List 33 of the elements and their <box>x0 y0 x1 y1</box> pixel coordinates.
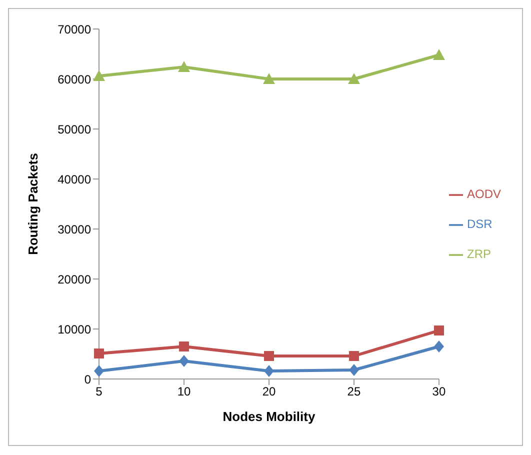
x-tick-label: 10 <box>177 384 191 399</box>
point <box>93 70 105 81</box>
y-tick-label: 50000 <box>58 122 92 136</box>
point <box>94 365 104 377</box>
y-tick-label: 20000 <box>58 272 92 286</box>
x-tick-label: 25 <box>347 384 361 399</box>
point <box>264 351 274 361</box>
point <box>434 340 444 352</box>
point <box>262 73 275 84</box>
legend-label: ZRP <box>466 247 491 261</box>
x-tick-label: 5 <box>96 384 103 399</box>
legend-label: AODV <box>466 187 501 201</box>
y-tick-label: 40000 <box>58 172 92 186</box>
y-tick-label: 70000 <box>58 22 92 36</box>
x-tick-label: 30 <box>432 384 446 399</box>
point <box>178 355 189 367</box>
point <box>348 351 359 361</box>
point <box>434 326 444 336</box>
y-tick-label: 60000 <box>58 72 92 86</box>
point <box>348 364 359 376</box>
legend-label: DSR <box>466 217 492 231</box>
point <box>178 61 190 72</box>
x-axis-title: Nodes Mobility <box>222 409 316 424</box>
y-tick-label: 30000 <box>58 222 92 236</box>
y-axis-title: Routing Packets <box>26 153 41 255</box>
y-tick-label: 0 <box>84 372 92 386</box>
point <box>348 73 360 84</box>
point <box>178 342 189 352</box>
point <box>94 348 104 358</box>
x-tick-label: 20 <box>262 384 276 399</box>
y-tick-label: 10000 <box>58 322 92 336</box>
point <box>432 49 445 60</box>
point <box>264 365 274 377</box>
